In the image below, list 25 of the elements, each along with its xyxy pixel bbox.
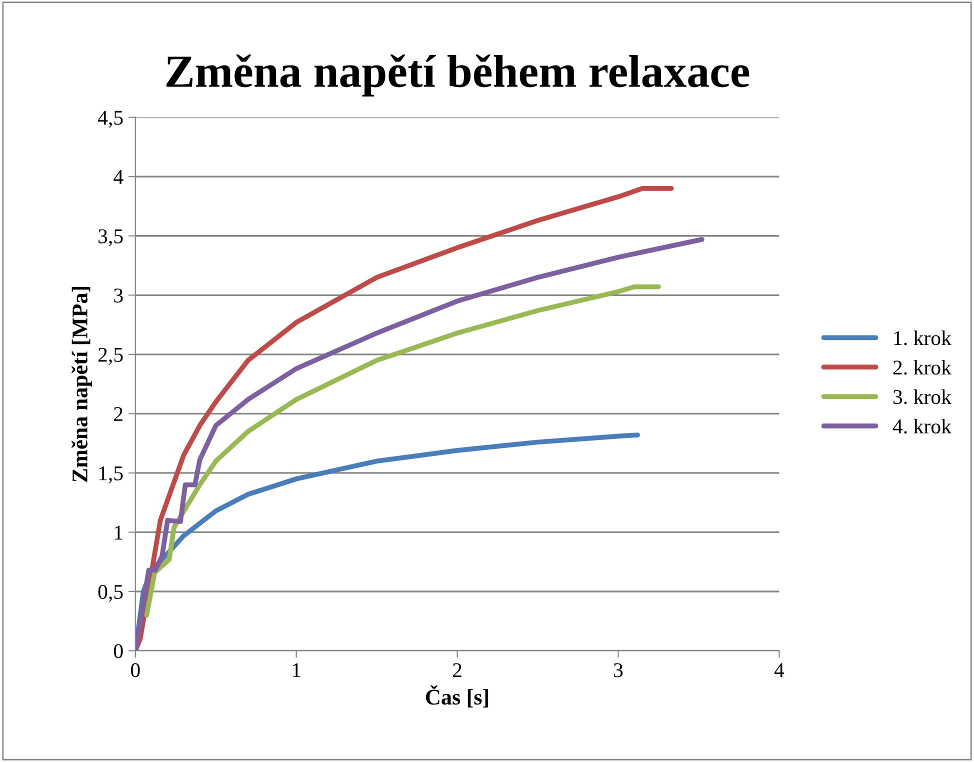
legend-label: 2. krok xyxy=(893,360,952,375)
y-tick-label: 4 xyxy=(114,170,124,184)
line-series xyxy=(135,237,704,651)
x-axis-title: Čas [s] xyxy=(426,685,488,708)
x-tick-label: 2 xyxy=(453,663,462,678)
x-tick-label: 1 xyxy=(292,663,300,678)
x-tick-label: 4 xyxy=(774,663,784,678)
y-tick-label: 0 xyxy=(114,644,123,658)
line-series xyxy=(135,186,674,651)
y-tick-label: 2,5 xyxy=(98,348,123,365)
chart-title: Změna napětí během relaxace xyxy=(166,54,750,97)
y-tick-label: 1 xyxy=(114,526,122,540)
line-series xyxy=(144,284,661,618)
legend-label: 3. krok xyxy=(893,389,952,404)
y-tick-label: 2 xyxy=(114,407,122,421)
y-axis-title: Změna napětí [MPa] xyxy=(72,286,92,482)
y-tick-label: 3,5 xyxy=(98,229,123,246)
x-tick-label: 3 xyxy=(614,663,623,678)
y-tick-label: 1,5 xyxy=(99,466,123,484)
x-tick-label: 0 xyxy=(130,663,140,678)
y-tick-label: 0,5 xyxy=(98,584,123,602)
legend-label: 1. krok xyxy=(894,330,952,346)
y-tick-label: 3 xyxy=(114,288,123,303)
legend-label: 4. krok xyxy=(892,418,952,434)
y-tick-label: 4,5 xyxy=(98,110,123,128)
